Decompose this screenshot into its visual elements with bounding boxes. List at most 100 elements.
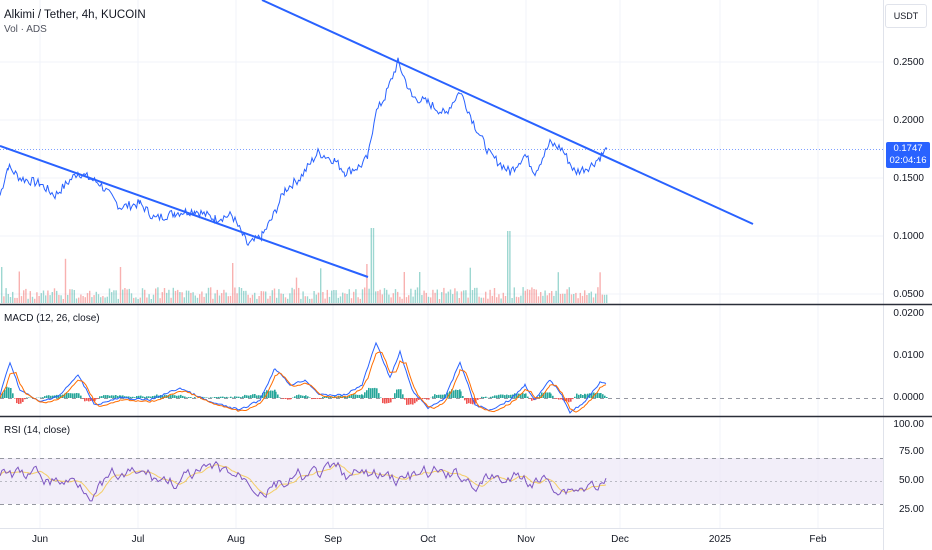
volume-bar [526,289,529,303]
volume-bar [557,272,559,303]
macd-hist-bar [88,398,90,402]
volume-bar [278,289,280,303]
volume-bar [577,298,579,303]
macd-hist-bar [562,398,564,401]
macd-hist-bar [136,396,138,398]
macd-hist-bar [254,394,256,398]
macd-hist-bar [510,394,512,398]
volume-bar [89,290,91,303]
macd-hist-bar [103,395,105,398]
volume-bar [232,263,234,303]
volume-bar [489,289,491,303]
macd-hist-bar [585,394,587,398]
macd-hist-bar [16,398,18,404]
rsi-legend[interactable]: RSI (14, close) [4,425,71,436]
volume-bar [78,297,80,303]
volume-bar [599,272,601,303]
volume-bar [240,288,243,303]
volume-bar [174,290,177,303]
volume-bar [159,298,161,303]
volume-bar [524,290,526,303]
volume-bar [337,297,339,303]
volume-bar [410,288,412,303]
volume-bar [474,287,476,303]
volume-bar [25,288,27,303]
volume-bar [590,291,592,303]
rsi-line[interactable] [0,460,607,502]
volume-bar [291,287,293,303]
macd-hist-bar [148,396,150,398]
macd-hist-bar [418,398,420,400]
macd-hist-bar [440,394,442,398]
volume-bar [597,287,599,303]
macd-hist-bar [176,395,178,398]
volume-bar [249,297,251,303]
macd-hist-bar [64,393,66,398]
macd-line[interactable] [0,341,607,414]
trendline-upper[interactable] [261,0,754,225]
volume-bar [216,289,218,303]
macd-hist-bar [274,389,276,398]
volume-bar [491,295,493,303]
volume-bar [271,290,273,303]
symbol-title[interactable]: Alkimi / Tether, 4h, KUCOIN [4,9,146,21]
volume-bar [254,292,256,303]
macd-hist-bar [410,398,412,405]
volume-bar [401,298,403,303]
volume-bar [370,228,372,303]
volume-bar [267,298,269,303]
macd-hist-bar [172,394,174,398]
volume-bar [238,287,240,303]
volume-bar [192,292,194,303]
macd-hist-bar [20,398,22,404]
macd-hist-bar [128,396,130,398]
currency-button[interactable]: USDT [885,4,927,28]
macd-hist-bar [531,398,533,401]
volume-bar [67,294,69,303]
volume-bar [566,289,568,303]
volume-bar [423,290,425,303]
volume-bar [128,288,130,303]
macd-hist-bar [426,398,428,400]
volume-bar [575,292,577,303]
macd-hist-bar [150,396,152,398]
rsi-ma-line [0,463,607,497]
volume-bar [214,293,216,303]
volume-bar [540,292,542,303]
volume-bar [568,287,570,303]
macd-hist-bar [368,387,370,398]
volume-bar [9,297,12,303]
trendline-lower[interactable] [0,145,369,278]
macd-hist-bar [66,393,68,398]
macd-hist-bar [115,395,117,398]
volume-legend[interactable]: Vol · ADS [4,24,47,35]
volume-bar [414,289,416,303]
macd-hist-bar [186,397,188,398]
macd-hist-bar [386,398,388,404]
macd-hist-bar [466,398,468,404]
macd-hist-bar [194,397,196,398]
price-tick: 0.1000 [893,231,924,242]
volume-bar [326,289,328,303]
volume-bar [139,297,141,303]
macd-hist-bar [444,394,446,398]
macd-hist-bar [319,398,321,399]
volume-bar [64,258,67,303]
macd-hist-bar [604,395,606,398]
macd-legend[interactable]: MACD (12, 26, close) [4,313,100,324]
volume-bar [304,296,306,303]
volume-bar [520,295,522,303]
macd-hist-bar [479,398,481,399]
last-price-badge: 0.1747 02:04:16 [886,142,930,168]
macd-hist-bar [494,395,496,398]
volume-bar [137,299,139,303]
macd-tick: 0.0100 [893,350,924,361]
volume-bar [386,289,388,303]
signal-line[interactable] [0,351,607,413]
volume-bar [284,297,287,303]
volume-bar [452,294,454,303]
volume-bar [335,290,337,303]
volume-bar [111,292,113,303]
price-line[interactable] [0,57,608,247]
